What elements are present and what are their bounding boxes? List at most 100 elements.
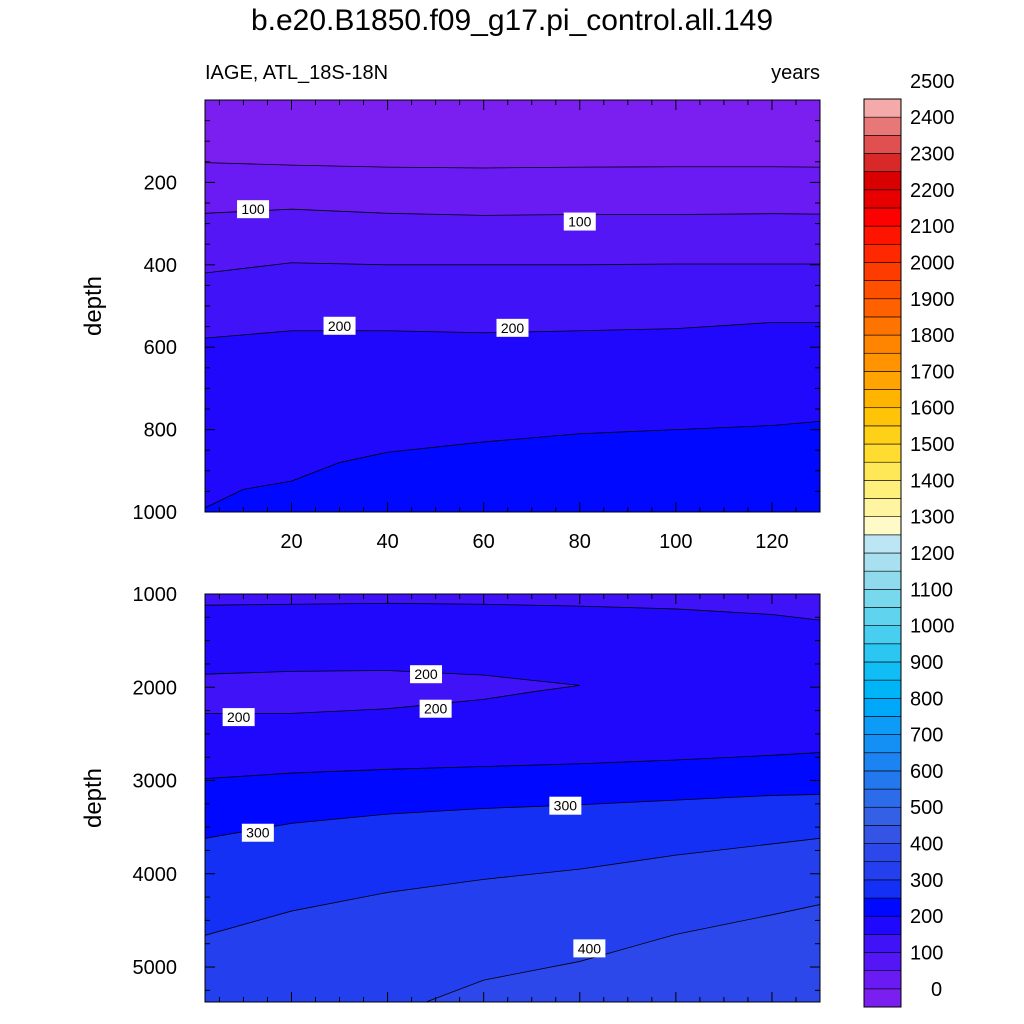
contour-label: 200	[496, 318, 529, 337]
y-tick-label: 400	[144, 255, 177, 277]
colorbar-label: 200	[910, 906, 943, 928]
contour-lens	[205, 670, 580, 714]
colorbar-bin	[863, 243, 902, 263]
colorbar-bin	[863, 716, 902, 735]
contour-line	[205, 420, 820, 509]
contour-label-text: 200	[227, 709, 251, 725]
x-tick-label: 40	[376, 531, 398, 553]
contour-label-text: 200	[328, 318, 352, 334]
x-tick-label: 60	[473, 531, 495, 553]
contour-label-text: 200	[501, 320, 525, 336]
contour-label: 100	[563, 212, 596, 231]
colorbar-label: 500	[910, 797, 943, 819]
colorbar-label: 1600	[910, 398, 955, 420]
contour-label: 100	[237, 200, 270, 219]
colorbar-bin	[863, 534, 902, 554]
y-tick-label: 3000	[133, 771, 178, 793]
colorbar-bin	[863, 734, 902, 754]
contour-label-text: 200	[414, 666, 438, 682]
contour-band	[426, 904, 820, 1002]
colorbar-frame	[863, 98, 902, 1008]
colorbar-bin	[863, 171, 902, 191]
colorbar-bin	[863, 207, 902, 227]
contour-label: 200	[222, 708, 255, 727]
colorbar-bin	[863, 661, 902, 681]
contour-line	[205, 162, 820, 169]
colorbar-bin	[863, 98, 902, 118]
plot-area	[205, 100, 820, 512]
contour-label-text: 200	[424, 701, 448, 717]
units-label: years	[771, 62, 820, 84]
y-tick-label: 1000	[133, 502, 178, 524]
panel-upper: 100 100 200 200 20 40 60 80 100 120 200 400 600 800 10…	[80, 99, 821, 553]
colorbar-bin	[863, 934, 902, 953]
colorbar-label: 900	[910, 652, 943, 674]
colorbar-label: 1500	[910, 434, 955, 456]
y-tick-label: 800	[144, 420, 177, 442]
colorbar-bin	[863, 225, 902, 245]
x-tick-label: 120	[755, 531, 788, 553]
colorbar-bin	[863, 806, 902, 826]
colorbar-label: 1300	[910, 507, 955, 529]
y-tick-label: 5000	[133, 957, 178, 979]
colorbar-bin	[863, 153, 902, 172]
contour-line	[205, 262, 820, 274]
contour-label: 200	[410, 665, 443, 684]
colorbar-bin	[863, 843, 902, 863]
plot-frame	[204, 593, 821, 1003]
colorbar-bin	[863, 352, 902, 372]
y-tick-label: 1000	[133, 584, 178, 606]
contour-line	[205, 208, 820, 216]
panel-lower: 200 200 200 300 300 400 1000 2000 3000 4000 5000 de…	[80, 584, 821, 1003]
colorbar-bin	[863, 461, 902, 481]
colorbar-bin	[863, 788, 902, 808]
colorbar-label: 1800	[910, 325, 955, 347]
y-tick-label: 4000	[133, 864, 178, 886]
colorbar-label: 1100	[910, 579, 953, 601]
plot-area	[205, 594, 820, 1002]
colorbar-label: 1000	[910, 616, 955, 638]
contour-label: 400	[573, 939, 606, 958]
colorbar-label: 400	[910, 834, 943, 856]
colorbar: 0 100 200 300 400 500 600 700 800 900 1000 1100 1200…	[863, 71, 955, 1008]
colorbar-bin	[863, 443, 902, 463]
contour-label-text: 400	[578, 940, 602, 956]
colorbar-bin	[863, 607, 902, 626]
colorbar-label: 300	[910, 870, 943, 892]
contour-label-text: 300	[554, 798, 578, 814]
variable-region-label: IAGE, ATL_18S-18N	[205, 62, 389, 84]
colorbar-label: 2300	[910, 143, 955, 165]
colorbar-label: 0	[931, 979, 942, 1001]
colorbar-bin	[863, 861, 902, 881]
colorbar-bin	[863, 407, 902, 427]
colorbar-label: 1700	[910, 361, 955, 383]
colorbar-bin	[863, 516, 902, 536]
colorbar-bin	[863, 697, 902, 717]
colorbar-label: 2400	[910, 107, 955, 129]
colorbar-bin	[863, 480, 902, 499]
contour-label-text: 100	[568, 214, 592, 230]
contour-label: 300	[241, 823, 274, 842]
y-tick-label: 600	[144, 337, 177, 359]
x-tick-label: 80	[569, 531, 591, 553]
y-axis-label: depth	[80, 768, 107, 828]
colorbar-bin	[863, 135, 902, 154]
colorbar-bin	[863, 915, 902, 935]
y-axis-label: depth	[80, 276, 107, 336]
colorbar-bin	[863, 116, 902, 136]
colorbar-bin	[863, 552, 902, 572]
contour-label-text: 300	[246, 825, 270, 841]
colorbar-bin	[863, 262, 902, 281]
colorbar-label: 2200	[910, 180, 955, 202]
colorbar-label: 100	[910, 943, 943, 965]
y-tick-label: 200	[144, 172, 177, 194]
colorbar-bin	[863, 625, 902, 645]
colorbar-bin	[863, 770, 902, 790]
contour-band	[205, 421, 820, 512]
colorbar-bin	[863, 879, 902, 899]
colorbar-bin	[863, 643, 902, 663]
colorbar-bin	[863, 316, 902, 336]
colorbar-bin	[863, 952, 902, 971]
colorbar-label: 2000	[910, 252, 955, 274]
contour-label: 200	[323, 316, 356, 335]
